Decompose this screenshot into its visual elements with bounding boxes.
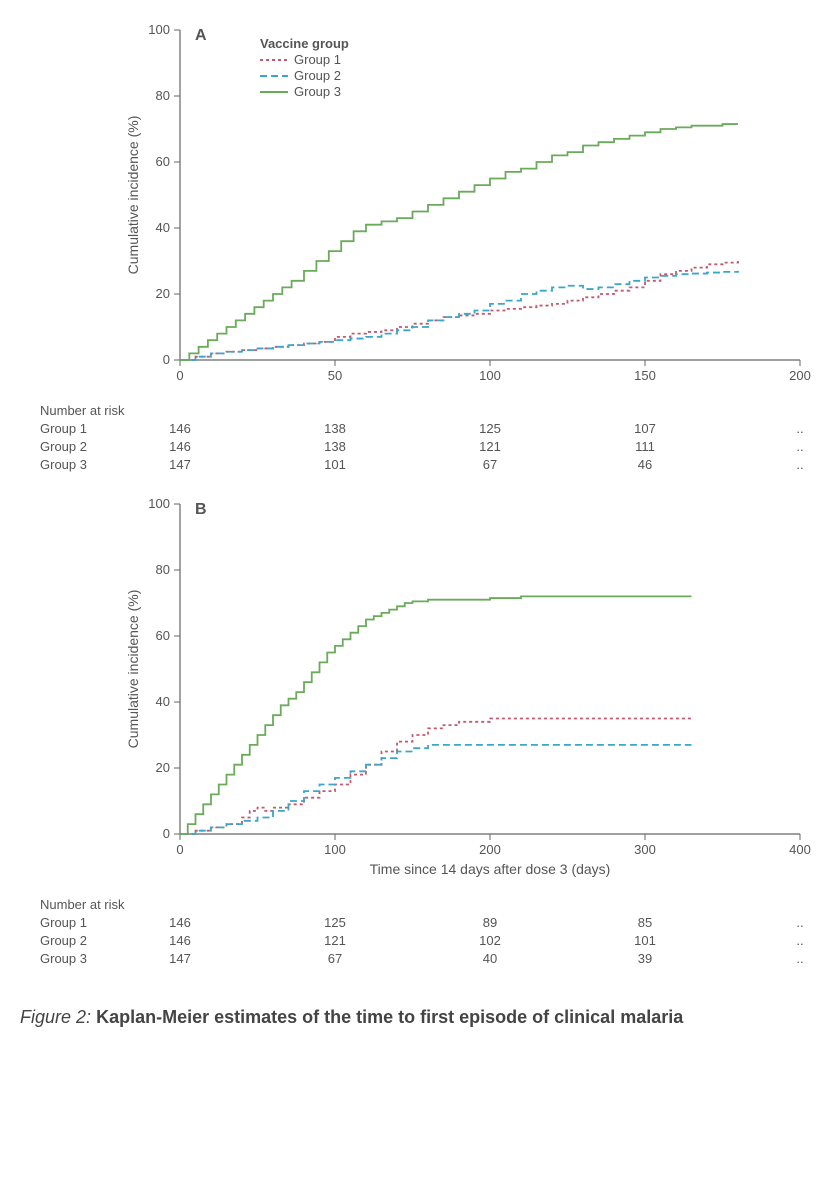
- risk-cell: 121: [470, 438, 510, 456]
- risk-cell: 125: [470, 420, 510, 438]
- risk-cell: ..: [780, 456, 820, 474]
- risk-row: Group 1146138125107..: [40, 420, 803, 438]
- svg-text:80: 80: [156, 562, 170, 577]
- svg-text:0: 0: [176, 368, 183, 383]
- chart-a-wrap: 020406080100050100150200Cumulative incid…: [120, 20, 803, 395]
- svg-text:100: 100: [324, 842, 346, 857]
- risk-cell: ..: [780, 932, 820, 950]
- svg-text:150: 150: [634, 368, 656, 383]
- chart-a-svg: 0 20 40 60 80 100 0 50 100 150 200 Cumulative incid…: [120, 20, 820, 390]
- svg-text:Vaccine group: Vaccine group: [260, 36, 349, 51]
- svg-text:200: 200: [789, 368, 811, 383]
- risk-row-label: Group 2: [40, 932, 120, 950]
- risk-cell: ..: [780, 914, 820, 932]
- chart-b-wrap: 0204060801000100200300400Cumulative inci…: [120, 494, 803, 889]
- risk-cell: 146: [160, 438, 200, 456]
- risk-row: Group 11461258985..: [40, 914, 803, 932]
- panel-b: 0204060801000100200300400Cumulative inci…: [20, 494, 803, 968]
- chart-b-svg: 0 20 40 60 80 100 0 100 200 300 400 Cumulative inci…: [120, 494, 820, 884]
- risk-cell: 107: [625, 420, 665, 438]
- svg-text:100: 100: [479, 368, 501, 383]
- risk-table-b: Number at risk Group 11461258985..Group …: [40, 897, 803, 968]
- svg-text:0: 0: [163, 826, 170, 841]
- svg-text:A: A: [195, 27, 207, 44]
- risk-title-a: Number at risk: [40, 403, 803, 418]
- risk-cell: 121: [315, 932, 355, 950]
- svg-text:Cumulative incidence (%): Cumulative incidence (%): [125, 116, 141, 275]
- caption-prefix: Figure 2:: [20, 1007, 91, 1027]
- svg-text:B: B: [195, 501, 207, 518]
- risk-row-label: Group 1: [40, 914, 120, 932]
- risk-cell: 46: [625, 456, 665, 474]
- svg-text:300: 300: [634, 842, 656, 857]
- risk-cell: 101: [625, 932, 665, 950]
- risk-row-label: Group 3: [40, 456, 120, 474]
- risk-table-a: Number at risk Group 1146138125107..Grou…: [40, 403, 803, 474]
- svg-text:20: 20: [156, 286, 170, 301]
- risk-cell: 89: [470, 914, 510, 932]
- panel-a: 020406080100050100150200Cumulative incid…: [20, 20, 803, 474]
- risk-row: Group 2146121102101..: [40, 932, 803, 950]
- risk-cell: 85: [625, 914, 665, 932]
- risk-cell: ..: [780, 950, 820, 968]
- risk-cell: ..: [780, 438, 820, 456]
- svg-text:80: 80: [156, 88, 170, 103]
- risk-row: Group 3147674039..: [40, 950, 803, 968]
- risk-cell: 111: [625, 438, 665, 456]
- svg-text:200: 200: [479, 842, 501, 857]
- svg-text:40: 40: [156, 220, 170, 235]
- svg-text:0: 0: [163, 352, 170, 367]
- svg-text:400: 400: [789, 842, 811, 857]
- risk-cell: 147: [160, 950, 200, 968]
- svg-text:Group 1: Group 1: [294, 52, 341, 67]
- risk-row: Group 2146138121111..: [40, 438, 803, 456]
- svg-text:20: 20: [156, 760, 170, 775]
- svg-text:60: 60: [156, 628, 170, 643]
- risk-row: Group 31471016746..: [40, 456, 803, 474]
- risk-cell: 125: [315, 914, 355, 932]
- svg-text:Group 3: Group 3: [294, 84, 341, 99]
- caption-text: Kaplan-Meier estimates of the time to fi…: [96, 1007, 683, 1027]
- risk-row-label: Group 3: [40, 950, 120, 968]
- risk-cell: 101: [315, 456, 355, 474]
- svg-text:Cumulative incidence (%): Cumulative incidence (%): [125, 590, 141, 749]
- risk-title-b: Number at risk: [40, 897, 803, 912]
- risk-cell: 146: [160, 914, 200, 932]
- risk-cell: 146: [160, 932, 200, 950]
- svg-text:0: 0: [176, 842, 183, 857]
- svg-text:100: 100: [148, 496, 170, 511]
- risk-cell: 147: [160, 456, 200, 474]
- risk-cell: 138: [315, 438, 355, 456]
- risk-cell: 67: [315, 950, 355, 968]
- svg-text:60: 60: [156, 154, 170, 169]
- svg-text:100: 100: [148, 22, 170, 37]
- risk-cell: ..: [780, 420, 820, 438]
- risk-cell: 67: [470, 456, 510, 474]
- svg-text:Time since 14 days after dose: Time since 14 days after dose 3 (days): [370, 861, 611, 877]
- risk-cell: 102: [470, 932, 510, 950]
- risk-cell: 146: [160, 420, 200, 438]
- figure-caption: Figure 2: Kaplan-Meier estimates of the …: [20, 998, 803, 1038]
- svg-text:50: 50: [328, 368, 342, 383]
- risk-row-label: Group 2: [40, 438, 120, 456]
- risk-cell: 40: [470, 950, 510, 968]
- svg-text:Group 2: Group 2: [294, 68, 341, 83]
- risk-cell: 138: [315, 420, 355, 438]
- svg-text:40: 40: [156, 694, 170, 709]
- risk-cell: 39: [625, 950, 665, 968]
- risk-row-label: Group 1: [40, 420, 120, 438]
